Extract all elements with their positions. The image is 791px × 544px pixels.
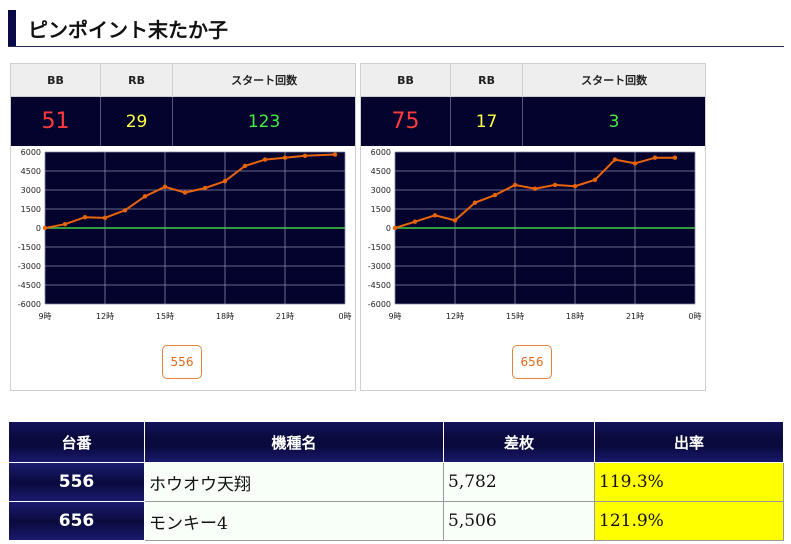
- data-point: [612, 157, 618, 162]
- y-tick-label: 0: [386, 224, 391, 233]
- start-count: 123: [172, 96, 355, 146]
- x-tick-label: 12時: [96, 312, 114, 321]
- y-tick-label: -6000: [18, 300, 41, 309]
- data-point: [222, 178, 228, 184]
- data-point: [552, 182, 558, 188]
- data-point: [512, 182, 518, 188]
- diff-chart-2: 6000 4500 3000 1500 0 -1500 -3000 -4500 -6000 9時 1…: [361, 144, 705, 334]
- machine-diff: 5,782: [443, 462, 595, 502]
- machine-model: ホウオウ天翔: [144, 462, 444, 502]
- data-point: [332, 152, 338, 157]
- machine-diff: 5,506: [443, 501, 595, 541]
- y-tick-label: -1500: [368, 243, 391, 252]
- machine-number[interactable]: 656: [8, 501, 145, 541]
- col-rate: 出率: [594, 421, 784, 463]
- machine-button-556[interactable]: 556: [162, 345, 202, 379]
- rb-header: RB: [100, 64, 174, 97]
- y-tick-label: 6000: [371, 148, 391, 157]
- data-point: [492, 192, 498, 198]
- rb-count: 17: [450, 96, 524, 146]
- rb-count: 29: [100, 96, 174, 146]
- data-point: [302, 153, 308, 158]
- x-tick-label: 0時: [688, 312, 701, 321]
- data-point: [652, 155, 658, 160]
- diff-chart-1: 6000 4500 3000 1500 0 -1500 -3000 -4500 -6000 9時 1…: [11, 144, 355, 334]
- x-tick-label: 18時: [566, 312, 584, 321]
- machine-model: モンキー4: [144, 501, 444, 541]
- machine-button-656[interactable]: 656: [512, 345, 552, 379]
- x-tick-label: 9時: [388, 312, 401, 321]
- y-tick-label: 0: [36, 224, 41, 233]
- x-tick-label: 15時: [156, 312, 174, 321]
- stats-table-2: BB RB スタート回数 75 17 3: [361, 64, 705, 146]
- data-point: [142, 194, 148, 199]
- x-tick-label: 21時: [276, 312, 294, 321]
- data-point: [182, 190, 188, 195]
- data-point: [202, 185, 208, 191]
- page-title: ピンポイント末たか子: [28, 18, 228, 42]
- y-tick-label: -4500: [18, 281, 41, 290]
- y-tick-label: 4500: [21, 167, 41, 176]
- data-point: [452, 218, 458, 223]
- data-point: [632, 161, 638, 166]
- bb-header: BB: [11, 64, 101, 97]
- machine-panel-2: BB RB スタート回数 75 17 3 6000 4500 3000 1500 0 -1…: [360, 63, 706, 391]
- y-tick-label: 3000: [21, 186, 41, 195]
- col-diff: 差枚: [443, 421, 595, 463]
- page-header: ピンポイント末たか子: [8, 10, 784, 47]
- y-tick-label: 3000: [371, 186, 391, 195]
- stats-table-1: BB RB スタート回数 51 29 123: [11, 64, 355, 146]
- table-row[interactable]: 656 モンキー4 5,506 121.9%: [8, 501, 784, 541]
- bb-header: BB: [361, 64, 451, 97]
- machine-rate: 121.9%: [594, 501, 784, 541]
- machine-panel-1: BB RB スタート回数 51 29 123 6000 4500 3000 1500 0…: [10, 63, 356, 391]
- x-tick-label: 21時: [626, 312, 644, 321]
- data-point: [392, 225, 398, 231]
- x-tick-label: 12時: [446, 312, 464, 321]
- machine-rate: 119.3%: [594, 462, 784, 502]
- data-point: [672, 155, 678, 160]
- start-header: スタート回数: [522, 64, 705, 97]
- x-tick-label: 9時: [38, 312, 51, 321]
- y-tick-label: -3000: [18, 262, 41, 271]
- data-point: [262, 157, 268, 162]
- y-tick-label: -1500: [18, 243, 41, 252]
- table-header-row: 台番 機種名 差枚 出率: [8, 421, 784, 463]
- data-point: [432, 213, 438, 218]
- data-point: [282, 155, 288, 160]
- data-point: [162, 184, 168, 190]
- data-point: [472, 200, 478, 205]
- x-tick-label: 15時: [506, 312, 524, 321]
- rb-header: RB: [450, 64, 524, 97]
- data-point: [572, 184, 578, 189]
- y-tick-label: 4500: [371, 167, 391, 176]
- data-point: [242, 163, 248, 169]
- data-point: [102, 215, 108, 221]
- col-model: 機種名: [144, 421, 444, 463]
- data-point: [62, 222, 68, 227]
- data-point: [592, 177, 598, 183]
- y-tick-label: -4500: [368, 281, 391, 290]
- data-point: [532, 186, 538, 191]
- col-number: 台番: [8, 421, 145, 463]
- y-tick-label: 1500: [21, 205, 41, 214]
- machine-number[interactable]: 556: [8, 462, 145, 502]
- x-tick-label: 0時: [338, 312, 351, 321]
- data-point: [412, 219, 418, 224]
- y-tick-label: 1500: [371, 205, 391, 214]
- machine-summary-table: 台番 機種名 差枚 出率 556 ホウオウ天翔 5,782 119.3% 656…: [8, 421, 784, 541]
- bb-count: 51: [11, 96, 101, 146]
- start-count: 3: [522, 96, 705, 146]
- table-row[interactable]: 556 ホウオウ天翔 5,782 119.3%: [8, 462, 784, 502]
- data-point: [82, 215, 88, 220]
- header-accent-bar: [8, 10, 16, 46]
- x-tick-label: 18時: [216, 312, 234, 321]
- bb-count: 75: [361, 96, 451, 146]
- y-tick-label: -3000: [368, 262, 391, 271]
- data-point: [122, 208, 128, 213]
- data-point: [42, 225, 48, 231]
- y-tick-label: 6000: [21, 148, 41, 157]
- start-header: スタート回数: [172, 64, 355, 97]
- y-tick-label: -6000: [368, 300, 391, 309]
